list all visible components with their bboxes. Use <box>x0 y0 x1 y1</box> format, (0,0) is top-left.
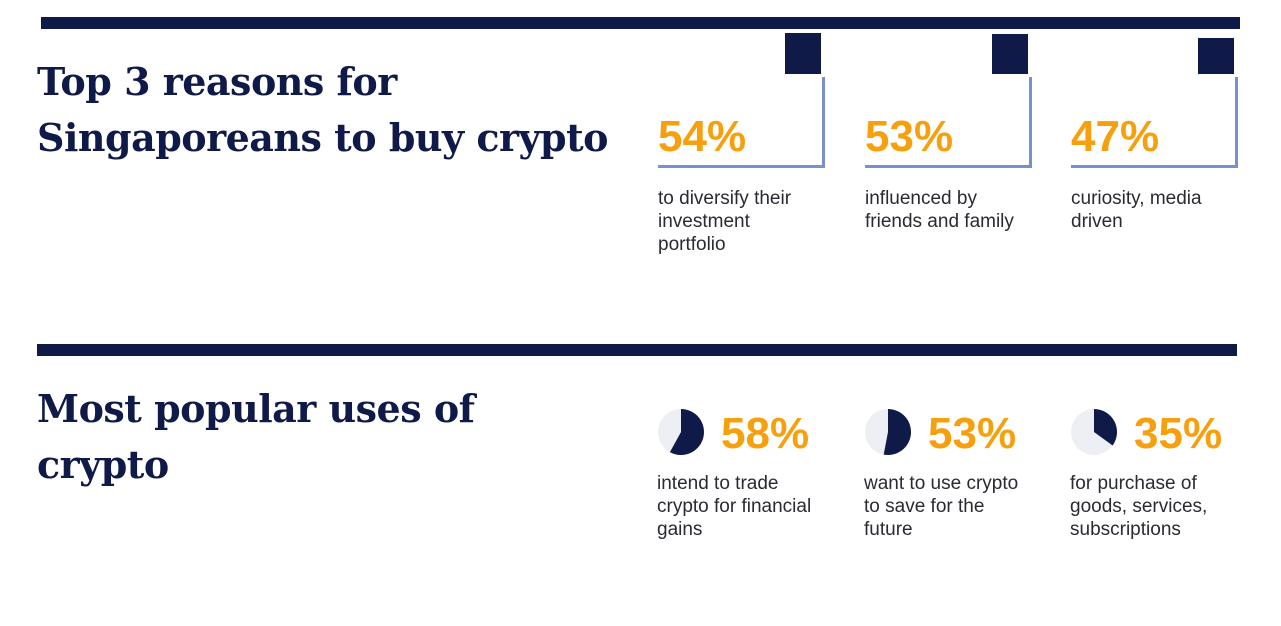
reason-label-2: influenced by friends and family <box>865 187 1045 233</box>
top-divider <box>41 17 1240 29</box>
reason-label-1-line3: portfolio <box>658 234 726 255</box>
use-value-2: 53% <box>928 409 1017 458</box>
reasons-title: Top 3 reasons for Singaporeans to buy cr… <box>37 54 609 166</box>
use-label-3-line1: for purchase of <box>1070 473 1197 494</box>
reason-label-3-line2: driven <box>1071 211 1123 232</box>
reason-value-3: 47% <box>1071 112 1160 161</box>
middle-divider <box>37 344 1237 356</box>
use-value-1: 58% <box>721 409 810 458</box>
use-pie-2 <box>865 409 912 455</box>
reason-bar-frame-2 <box>865 77 1032 168</box>
reasons-title-line2: Singaporeans to buy crypto <box>37 115 609 160</box>
reason-bar-3 <box>1198 38 1234 74</box>
reason-label-1-line1: to diversify their <box>658 188 792 209</box>
use-label-3-line2: goods, services, <box>1070 496 1208 517</box>
reason-bar-2 <box>992 34 1028 74</box>
use-pie-3-slice <box>1094 409 1118 446</box>
use-label-3: for purchase of goods, services, subscri… <box>1070 472 1255 541</box>
reasons-title-line1: Top 3 reasons for <box>37 59 397 104</box>
reason-bar-frame-3 <box>1071 77 1238 168</box>
use-label-1-line1: intend to trade <box>657 473 779 494</box>
reason-label-1-line2: investment <box>658 211 750 232</box>
use-label-2-line2: to save for the <box>864 496 985 517</box>
reason-value-1: 54% <box>658 112 747 161</box>
reason-label-1: to diversify their investment portfolio <box>658 187 838 256</box>
use-label-1: intend to trade crypto for financial gai… <box>657 472 842 541</box>
reason-bar-frame-1 <box>658 77 825 168</box>
use-label-3-line3: subscriptions <box>1070 519 1181 540</box>
reason-bar-1 <box>785 33 821 74</box>
use-label-2-line3: future <box>864 519 913 540</box>
use-value-3: 35% <box>1134 409 1223 458</box>
reason-label-2-line1: influenced by <box>865 188 977 209</box>
reason-label-3: curiosity, media driven <box>1071 187 1251 233</box>
uses-title-line1: Most popular uses of <box>37 386 475 431</box>
use-label-1-line2: crypto for financial <box>657 496 812 517</box>
use-pie-3 <box>1071 409 1118 455</box>
use-label-2-line1: want to use crypto <box>864 473 1019 494</box>
uses-title: Most popular uses of crypto <box>37 381 475 493</box>
use-pie-1-slice <box>669 409 704 455</box>
uses-title-line2: crypto <box>37 442 169 487</box>
use-pie-2-slice <box>883 409 912 455</box>
reason-label-3-line1: curiosity, media <box>1071 188 1202 209</box>
use-pie-1 <box>658 409 704 455</box>
use-label-2: want to use crypto to save for the futur… <box>864 472 1049 541</box>
use-label-1-line3: gains <box>657 519 703 540</box>
reason-label-2-line2: friends and family <box>865 211 1014 232</box>
reason-value-2: 53% <box>865 112 954 161</box>
